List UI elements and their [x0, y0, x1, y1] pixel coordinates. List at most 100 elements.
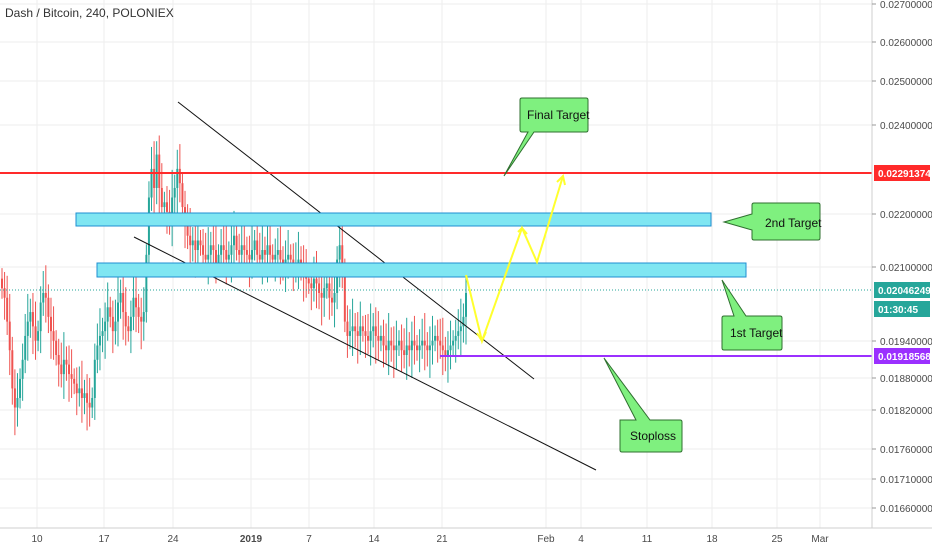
x-tick-label: 18: [706, 534, 718, 545]
candle-body: [318, 283, 321, 293]
candle-body: [251, 250, 254, 260]
candle-body: [346, 321, 349, 336]
candle-body: [459, 326, 462, 332]
candle-body: [101, 331, 104, 336]
price-tags: 0.02291374 0.02046249 01:30:45 0.01918568: [874, 165, 931, 364]
price-axis-panel[interactable]: [872, 0, 932, 528]
candle-body: [351, 326, 354, 332]
candle-body: [189, 235, 192, 246]
first-target-zone[interactable]: [96, 262, 747, 278]
candle-body: [220, 245, 223, 255]
candle-body: [96, 345, 99, 360]
candle-body: [34, 326, 37, 341]
candle-body: [122, 292, 125, 313]
x-tick-label: 7: [306, 534, 312, 545]
candle-body: [145, 254, 148, 313]
candle-body: [377, 335, 380, 341]
candle-body: [176, 168, 179, 188]
y-tick-label: 0.02700000: [880, 0, 932, 11]
candle-body: [315, 278, 318, 284]
candle-body: [49, 316, 52, 332]
y-tick-label: 0.01660000: [880, 504, 932, 515]
candle-body: [446, 350, 449, 356]
candle-body: [86, 393, 89, 403]
candle-body: [374, 326, 377, 336]
callout-second-target[interactable]: 2nd Target: [722, 202, 822, 241]
candle-body: [408, 345, 411, 351]
candle-body: [98, 335, 101, 346]
candle-body: [42, 292, 45, 303]
candle-body: [230, 245, 233, 255]
callout-final-target[interactable]: Final Target: [503, 97, 590, 177]
candle-body: [142, 312, 145, 322]
price-tag: [874, 165, 930, 181]
candle-body: [171, 197, 174, 222]
time-axis-ticks: 10 17 24 2019 7 14 21 Feb 4 11 18 25 Mar: [31, 534, 829, 545]
y-tick-label: 0.01710000: [880, 475, 932, 486]
candle-body: [52, 331, 55, 341]
candle-body: [333, 292, 336, 303]
candle-body: [436, 335, 439, 341]
candle-body: [382, 335, 385, 346]
candle-body: [256, 240, 259, 255]
candle-body: [93, 359, 96, 398]
candle-body: [307, 278, 310, 284]
upper-trendline[interactable]: [177, 101, 535, 380]
candle-body: [284, 259, 287, 265]
candle-body: [431, 340, 434, 346]
candle-body: [68, 364, 71, 375]
candle-body: [158, 154, 161, 188]
candle-body: [222, 245, 225, 251]
callout-stoploss[interactable]: Stoploss: [603, 357, 683, 453]
candle-body: [413, 340, 416, 346]
time-axis-panel[interactable]: [0, 528, 932, 550]
candle-body: [204, 254, 207, 260]
candle-body: [13, 388, 16, 408]
candle-body: [44, 292, 47, 298]
candle-body: [238, 250, 241, 255]
candle-body: [269, 245, 272, 255]
candle-body: [196, 240, 199, 251]
chart-title: Dash / Bitcoin, 240, POLONIEX: [5, 6, 174, 20]
candle-body: [165, 202, 168, 212]
candle-body: [137, 307, 140, 317]
callout-first-target[interactable]: 1st Target: [721, 279, 783, 351]
price-tag: [874, 301, 930, 317]
candle-body: [178, 168, 181, 184]
candle-body: [160, 187, 163, 208]
candle-body: [465, 292, 467, 317]
candle-body: [439, 340, 442, 346]
candle-body: [181, 183, 184, 208]
candle-body: [364, 331, 367, 336]
candle-body: [452, 340, 455, 346]
candle-body: [163, 202, 166, 208]
candle-body: [104, 321, 107, 332]
candle-body: [124, 312, 127, 327]
y-tick-label: 0.02400000: [880, 121, 932, 132]
candle-body: [233, 235, 235, 246]
candle-body: [354, 326, 357, 332]
candle-body: [457, 331, 460, 336]
price-axis-ticks: 0.02700000 0.02600000 0.02500000 0.02400000…: [872, 0, 932, 515]
candle-body: [343, 269, 346, 322]
candle-body: [173, 187, 176, 198]
candle-body: [73, 378, 76, 384]
candle-body: [55, 340, 58, 356]
candle-body: [88, 402, 91, 408]
x-tick-label: 24: [167, 534, 179, 545]
y-tick-label: 0.01760000: [880, 445, 932, 456]
candle-body: [338, 245, 341, 260]
price-tag-label: 01:30:45: [878, 305, 918, 316]
candle-body: [395, 345, 398, 351]
candle-body: [153, 168, 156, 188]
candle-body: [341, 245, 344, 270]
candle-body: [369, 331, 372, 341]
candle-body: [106, 307, 109, 322]
candle-body: [261, 250, 264, 260]
candle-body: [462, 316, 465, 327]
candle-body: [83, 393, 86, 398]
x-tick-label: 21: [436, 534, 448, 545]
second-target-zone[interactable]: [75, 212, 712, 227]
x-tick-label: Feb: [537, 534, 555, 545]
